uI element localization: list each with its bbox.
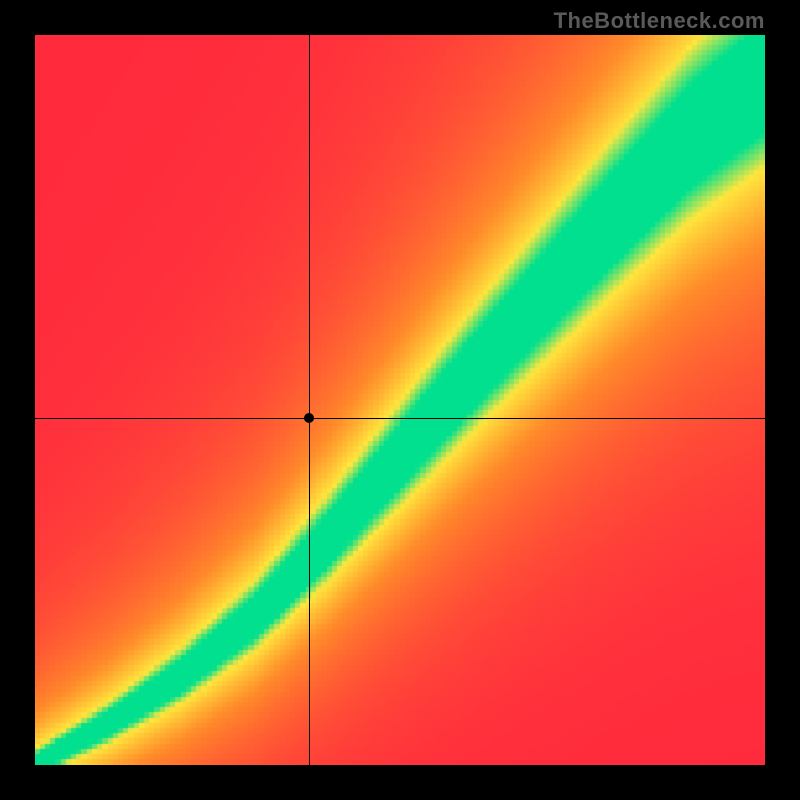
- heatmap-canvas: [35, 35, 765, 765]
- crosshair-horizontal: [35, 418, 765, 419]
- crosshair-vertical: [309, 35, 310, 765]
- watermark-text: TheBottleneck.com: [554, 8, 765, 34]
- crosshair-marker: [304, 413, 314, 423]
- heatmap-plot: [35, 35, 765, 765]
